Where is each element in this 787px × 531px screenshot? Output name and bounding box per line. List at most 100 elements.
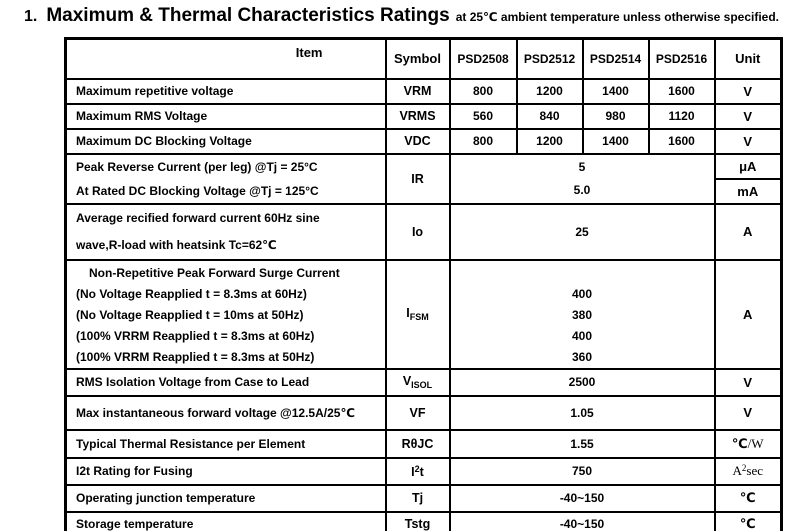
item-cell: Max instantaneous forward voltage @12.5A… — [64, 394, 387, 431]
unit-cell: μA — [713, 152, 783, 180]
unit-cell: V — [713, 367, 783, 397]
value-cell: 5 5.0 — [448, 152, 716, 205]
item-cell: Maximum repetitive voltage — [64, 77, 387, 105]
unit-cell: ℃ — [713, 483, 783, 513]
section-condition: at 25℃ ambient temperature unless otherw… — [455, 10, 780, 24]
item-line: At Rated DC Blocking Voltage @Tj = 125°C — [76, 183, 319, 198]
ratings-table: Item Symbol PSD2508 PSD2512 PSD2514 PSD2… — [64, 37, 783, 531]
row-tj: Operating junction temperature Tj -40~15… — [64, 483, 783, 513]
unit-superscript: 2 — [741, 463, 747, 473]
item-cell: Maximum RMS Voltage — [64, 102, 387, 130]
item-line: (No Voltage Reapplied t = 10ms at 50Hz) — [76, 307, 304, 322]
item-line: Peak Reverse Current (per leg) @Tj = 25°… — [76, 159, 318, 174]
header-unit: Unit — [713, 37, 783, 80]
row-ir-sub: mA — [66, 177, 783, 205]
item-cell: Maximum DC Blocking Voltage — [64, 127, 387, 155]
header-symbol: Symbol — [384, 37, 451, 80]
row-rthjc: Typical Thermal Resistance per Element R… — [64, 428, 783, 459]
symbol-superscript: 2 — [414, 463, 420, 474]
item-cell: I2t Rating for Fusing — [64, 456, 387, 486]
value-cell: -40~150 — [448, 510, 716, 531]
unit-cell: A — [713, 202, 783, 261]
value-line: 400 — [571, 328, 593, 343]
value-cell: 1600 — [647, 127, 716, 155]
value-cell: 560 — [448, 102, 518, 130]
item-line: (100% VRRM Reapplied t = 8.3ms at 50Hz) — [76, 349, 315, 364]
value-cell: 1600 — [647, 77, 716, 105]
row-vf: Max instantaneous forward voltage @12.5A… — [64, 394, 783, 431]
header-item: Item — [64, 37, 387, 80]
header-psd2508: PSD2508 — [448, 37, 518, 80]
value-cell: 1200 — [515, 127, 584, 155]
unit-cell: mA — [713, 177, 783, 205]
item-cell: Storage temperature — [64, 510, 387, 531]
item-line: (No Voltage Reapplied t = 8.3ms at 60Hz) — [76, 286, 307, 301]
section-number: 1. — [24, 8, 38, 25]
value-cell: 800 — [448, 77, 518, 105]
unit-suffix: /W — [747, 435, 764, 451]
symbol-cell: RθJC — [384, 428, 451, 459]
row-ifsm: Non-Repetitive Peak Forward Surge Curren… — [64, 258, 783, 370]
value-cell: 1120 — [647, 102, 716, 130]
unit-cell: V — [713, 102, 783, 130]
item-cell: Peak Reverse Current (per leg) @Tj = 25°… — [64, 152, 387, 205]
value-line: 5.0 — [573, 183, 591, 197]
symbol-subscript: FSM — [409, 312, 429, 322]
item-cell: Average recified forward current 60Hz si… — [64, 202, 387, 261]
value-cell: 2500 — [448, 367, 716, 397]
value-cell: 1.05 — [448, 394, 716, 431]
value-cell: 980 — [581, 102, 650, 130]
header-psd2516: PSD2516 — [647, 37, 716, 80]
value-line: 5 — [578, 160, 586, 174]
symbol-cell: I2t — [384, 456, 451, 486]
header-psd2514: PSD2514 — [581, 37, 650, 80]
item-line: Average recified forward current 60Hz si… — [76, 210, 320, 225]
item-cell: RMS Isolation Voltage from Case to Lead — [64, 367, 387, 397]
row-io: Average recified forward current 60Hz si… — [64, 202, 783, 261]
value-cell: 800 — [448, 127, 518, 155]
item-cell: Non-Repetitive Peak Forward Surge Curren… — [64, 258, 387, 370]
value-cell: 1400 — [581, 127, 650, 155]
value-cell: 840 — [515, 102, 584, 130]
item-cell: Typical Thermal Resistance per Element — [64, 428, 387, 459]
symbol-cell: IR — [384, 152, 451, 205]
row-vrm: Maximum repetitive voltage VRM 800 1200 … — [64, 77, 783, 105]
value-cell: 1.55 — [448, 428, 716, 459]
symbol-cell: VRM — [384, 77, 451, 105]
value-cell: 1200 — [515, 77, 584, 105]
symbol-cell: VISOL — [384, 367, 451, 397]
item-line: (100% VRRM Reapplied t = 8.3ms at 60Hz) — [76, 328, 315, 343]
unit-cell: V — [713, 394, 783, 431]
value-line: 380 — [571, 307, 593, 322]
item-line: Non-Repetitive Peak Forward Surge Curren… — [89, 265, 340, 280]
unit-cell: A — [713, 258, 783, 370]
item-line: wave,R-load with heatsink Tc=62℃ — [76, 237, 277, 252]
value-cell: 25 — [448, 202, 716, 261]
symbol-subscript: ISOL — [411, 380, 433, 390]
section-heading: Maximum & Thermal Characteristics Rating… — [46, 5, 450, 26]
unit-cell: ℃/W — [713, 428, 783, 459]
symbol-cell: Tj — [384, 483, 451, 513]
row-tstg: Storage temperature Tstg -40~150 ℃ — [64, 510, 783, 531]
row-vrms: Maximum RMS Voltage VRMS 560 840 980 112… — [64, 102, 783, 130]
value-line: 360 — [571, 349, 593, 364]
unit-cell: V — [713, 127, 783, 155]
symbol-cell: VF — [384, 394, 451, 431]
symbol-cell: Tstg — [384, 510, 451, 531]
row-visol: RMS Isolation Voltage from Case to Lead … — [64, 367, 783, 397]
item-cell: Operating junction temperature — [64, 483, 387, 513]
value-cell: 1400 — [581, 77, 650, 105]
value-cell: 750 — [448, 456, 716, 486]
row-ir: Peak Reverse Current (per leg) @Tj = 25°… — [64, 152, 783, 205]
row-i2t: I2t Rating for Fusing I2t 750 A2sec — [64, 456, 783, 486]
symbol-cell: IFSM — [384, 258, 451, 370]
unit-cell: A2sec — [713, 456, 783, 486]
value-line: 400 — [571, 286, 593, 301]
row-vdc: Maximum DC Blocking Voltage VDC 800 1200… — [64, 127, 783, 155]
unit-cell: V — [713, 77, 783, 105]
symbol-cell: VDC — [384, 127, 451, 155]
unit-cell: ℃ — [713, 510, 783, 531]
symbol-cell: Io — [384, 202, 451, 261]
symbol-cell: VRMS — [384, 102, 451, 130]
